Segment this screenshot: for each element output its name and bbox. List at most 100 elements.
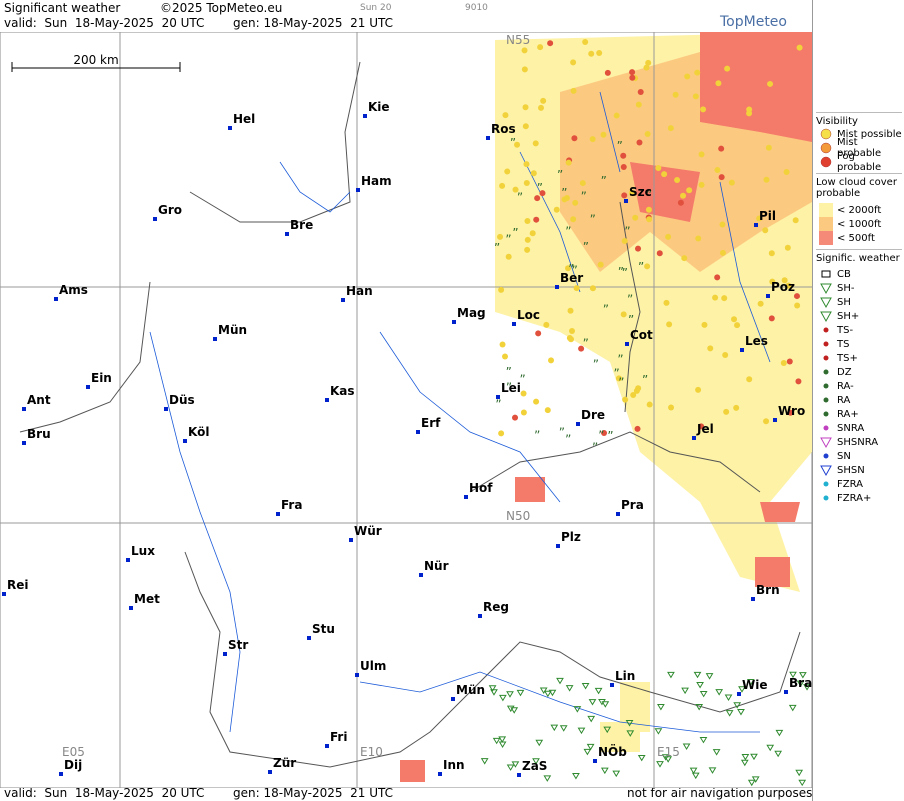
- shower-symbol: [603, 726, 612, 734]
- drizzle-symbol: ”: [624, 225, 630, 239]
- city-marker: [223, 652, 227, 656]
- legend-symbol: [819, 231, 833, 245]
- legend-symbol: [819, 323, 833, 337]
- legend-label: SNRA: [837, 422, 865, 434]
- mist-symbol: [733, 404, 740, 411]
- mist-symbol: [763, 418, 770, 425]
- mist-symbol: [621, 238, 628, 245]
- legend-label: TS: [837, 338, 850, 350]
- mist-symbol: [634, 425, 641, 432]
- legend-item: SNRA: [819, 421, 902, 435]
- city-marker: [616, 512, 620, 516]
- legend-label: RA: [837, 394, 851, 406]
- drizzle-symbol: ”: [565, 224, 571, 238]
- city-marker: [325, 744, 329, 748]
- grid-label: N50: [506, 509, 530, 523]
- legend-symbol: [819, 309, 833, 323]
- weather-symbols: ””””””””””””””””””””””””””””””””””””””””: [480, 39, 811, 787]
- shower-symbol: [741, 754, 750, 761]
- city-marker: [54, 297, 58, 301]
- city-label: Plz: [561, 530, 581, 544]
- shower-symbol: [539, 687, 548, 694]
- mist-symbol: [544, 407, 551, 414]
- shower-symbol: [656, 761, 664, 768]
- mist-symbol: [714, 166, 721, 173]
- city-marker: [86, 385, 90, 389]
- mist-symbol: [620, 152, 627, 159]
- city-marker: [2, 592, 6, 596]
- shower-symbol: [556, 677, 564, 685]
- legend-item: SH: [819, 295, 902, 309]
- legend-symbol: [819, 449, 833, 463]
- mist-symbol: [573, 285, 580, 292]
- mist-symbol: [719, 221, 726, 228]
- city-label: Szc: [629, 185, 652, 199]
- city-label: Gro: [158, 203, 182, 217]
- mist-symbol: [565, 265, 572, 272]
- mist-symbol: [512, 186, 519, 193]
- low-cloud-500: [400, 32, 812, 782]
- mist-symbol: [537, 44, 544, 51]
- legend-item: SHSNRA: [819, 435, 902, 449]
- city-label: Rei: [7, 578, 29, 592]
- shower-symbol: [573, 706, 582, 713]
- mist-symbol: [532, 140, 539, 147]
- mist-symbol: [637, 89, 644, 96]
- drizzle-symbol: ”: [583, 240, 589, 254]
- legend-item: RA: [819, 393, 902, 407]
- mist-symbol: [570, 216, 577, 223]
- legend-low-cloud: Low cloud cover probable < 2000ft < 1000f…: [816, 173, 902, 245]
- legend-symbol: [819, 421, 833, 435]
- shower-symbol: [550, 724, 559, 732]
- city-marker: [496, 395, 500, 399]
- shower-symbol: [583, 748, 592, 756]
- legend-item: TS+: [819, 351, 902, 365]
- mist-symbol: [783, 168, 790, 175]
- legend-item: RA+: [819, 407, 902, 421]
- mist-symbol: [534, 195, 541, 202]
- mist-symbol: [505, 253, 512, 260]
- legend-symbol: [819, 141, 833, 155]
- city-label: Ros: [491, 122, 516, 136]
- shower-symbol: [657, 703, 665, 711]
- mist-symbol: [734, 322, 741, 329]
- mist-symbol: [780, 360, 787, 367]
- mist-symbol: [718, 174, 725, 181]
- mist-symbol: [497, 233, 504, 240]
- city-label: Hof: [469, 481, 493, 495]
- city-label: Nür: [424, 559, 449, 573]
- drizzle-symbol: ”: [590, 212, 596, 226]
- city-label: Bre: [290, 218, 313, 232]
- title: Significant weather: [4, 1, 121, 15]
- city-marker: [478, 614, 482, 618]
- drizzle-symbol: ”: [593, 358, 599, 372]
- mist-symbol: [785, 282, 792, 289]
- mist-symbol: [721, 295, 728, 302]
- shower-symbol: [766, 744, 775, 752]
- shower-symbol: [510, 707, 519, 714]
- city-marker: [692, 436, 696, 440]
- graticule: [0, 32, 812, 788]
- city-marker: [576, 422, 580, 426]
- drizzle-symbol: ”: [559, 426, 565, 440]
- mist-symbol: [533, 398, 540, 405]
- mist-symbol: [763, 176, 770, 183]
- shower-symbol: [506, 764, 515, 771]
- city-label: Les: [745, 334, 768, 348]
- mist-symbol: [645, 206, 652, 213]
- city-label: Lei: [501, 381, 521, 395]
- drizzle-symbol: ”: [537, 181, 543, 195]
- mist-symbol: [499, 341, 506, 348]
- city-marker: [325, 398, 329, 402]
- legend-label: SHSNRA: [837, 436, 879, 448]
- shower-symbol: [565, 685, 574, 692]
- mist-symbol: [579, 180, 586, 187]
- mist-symbol: [719, 249, 726, 256]
- legend-label: < 2000ft: [837, 204, 882, 216]
- valid: valid: Sun 18-May-2025 20 UTC: [4, 16, 205, 30]
- shower-symbol: [738, 686, 746, 693]
- legend-label: CB: [837, 268, 851, 280]
- shower-symbol: [775, 729, 784, 737]
- legend-item: CB: [819, 267, 902, 281]
